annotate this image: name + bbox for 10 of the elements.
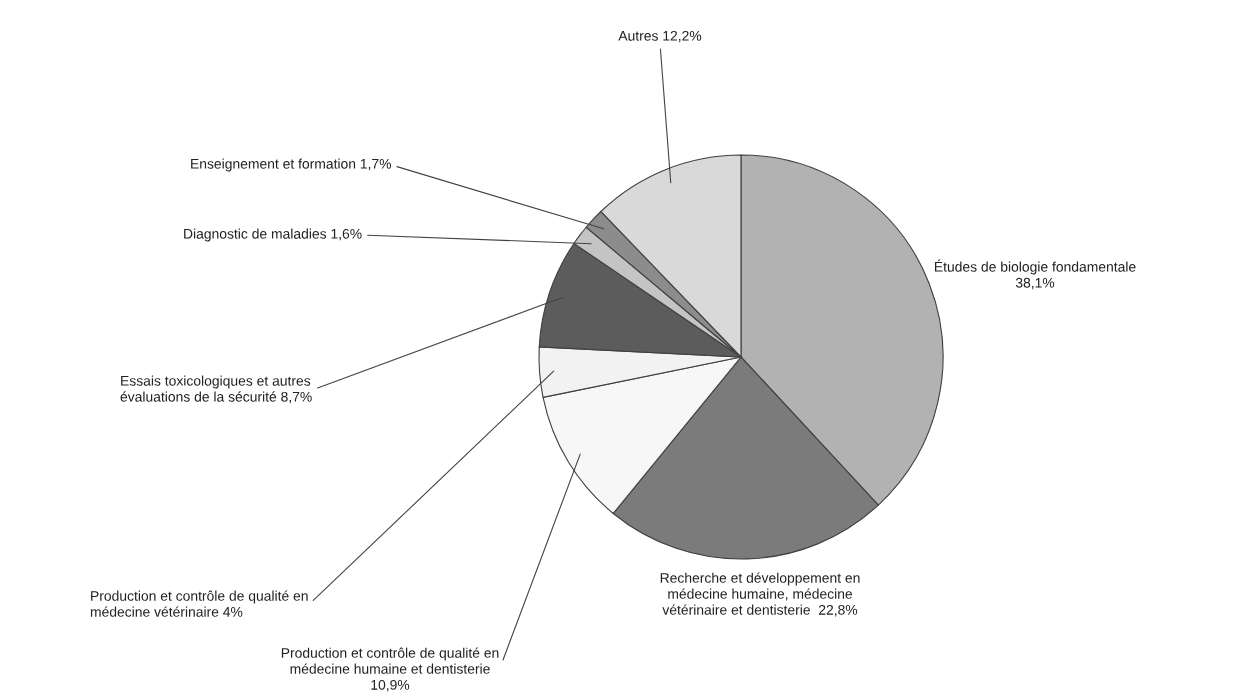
slice-label: Production et contrôle de qualité en médecine vétérinaire 4% [90,590,308,617]
slice-label: Recherche et développement en médecine humaine, médecine vétérinaire et dentisterie 22,8% [660,572,860,617]
data-label: 10,9% [371,679,410,692]
slice-label: Autres 12,2% [618,30,702,43]
data-label: 38,1% [1015,277,1055,290]
slice-label: Diagnostic de maladies 1,6% [184,228,362,242]
slice-label: Études de biologie fondamentale [934,259,1136,275]
slice-label: Production et contrôle de qualité en médecine humaine et dentisterie [281,647,499,674]
slice-label: Enseignement et formation 1,7% [191,158,392,172]
slice-label: Essais toxicologiques et autres évaluations de la sécurité 8,7% [120,375,312,404]
